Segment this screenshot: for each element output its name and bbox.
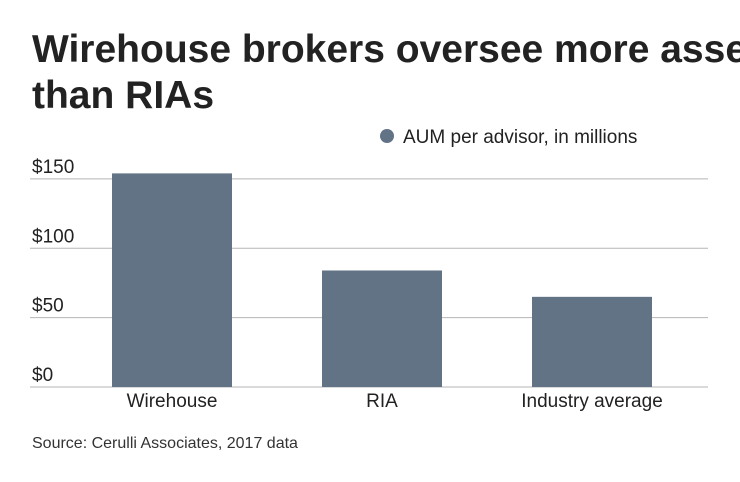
bar — [322, 270, 442, 387]
legend-swatch — [380, 129, 394, 143]
y-tick-label: $150 — [32, 157, 74, 178]
legend-label: AUM per advisor, in millions — [403, 127, 637, 148]
bar — [532, 296, 652, 387]
y-tick-label: $50 — [32, 296, 64, 317]
source: Source: Cerulli Associates, 2017 data — [32, 435, 298, 452]
y-tick-label: $100 — [32, 226, 74, 247]
y-tick-label: $0 — [32, 365, 53, 386]
x-tick-label: Wirehouse — [127, 391, 218, 412]
bar — [112, 173, 232, 387]
chart-title: Wirehouse brokers oversee more assets tha… — [32, 28, 740, 117]
x-tick-label: RIA — [366, 391, 398, 412]
x-tick-label: Industry average — [521, 391, 663, 412]
